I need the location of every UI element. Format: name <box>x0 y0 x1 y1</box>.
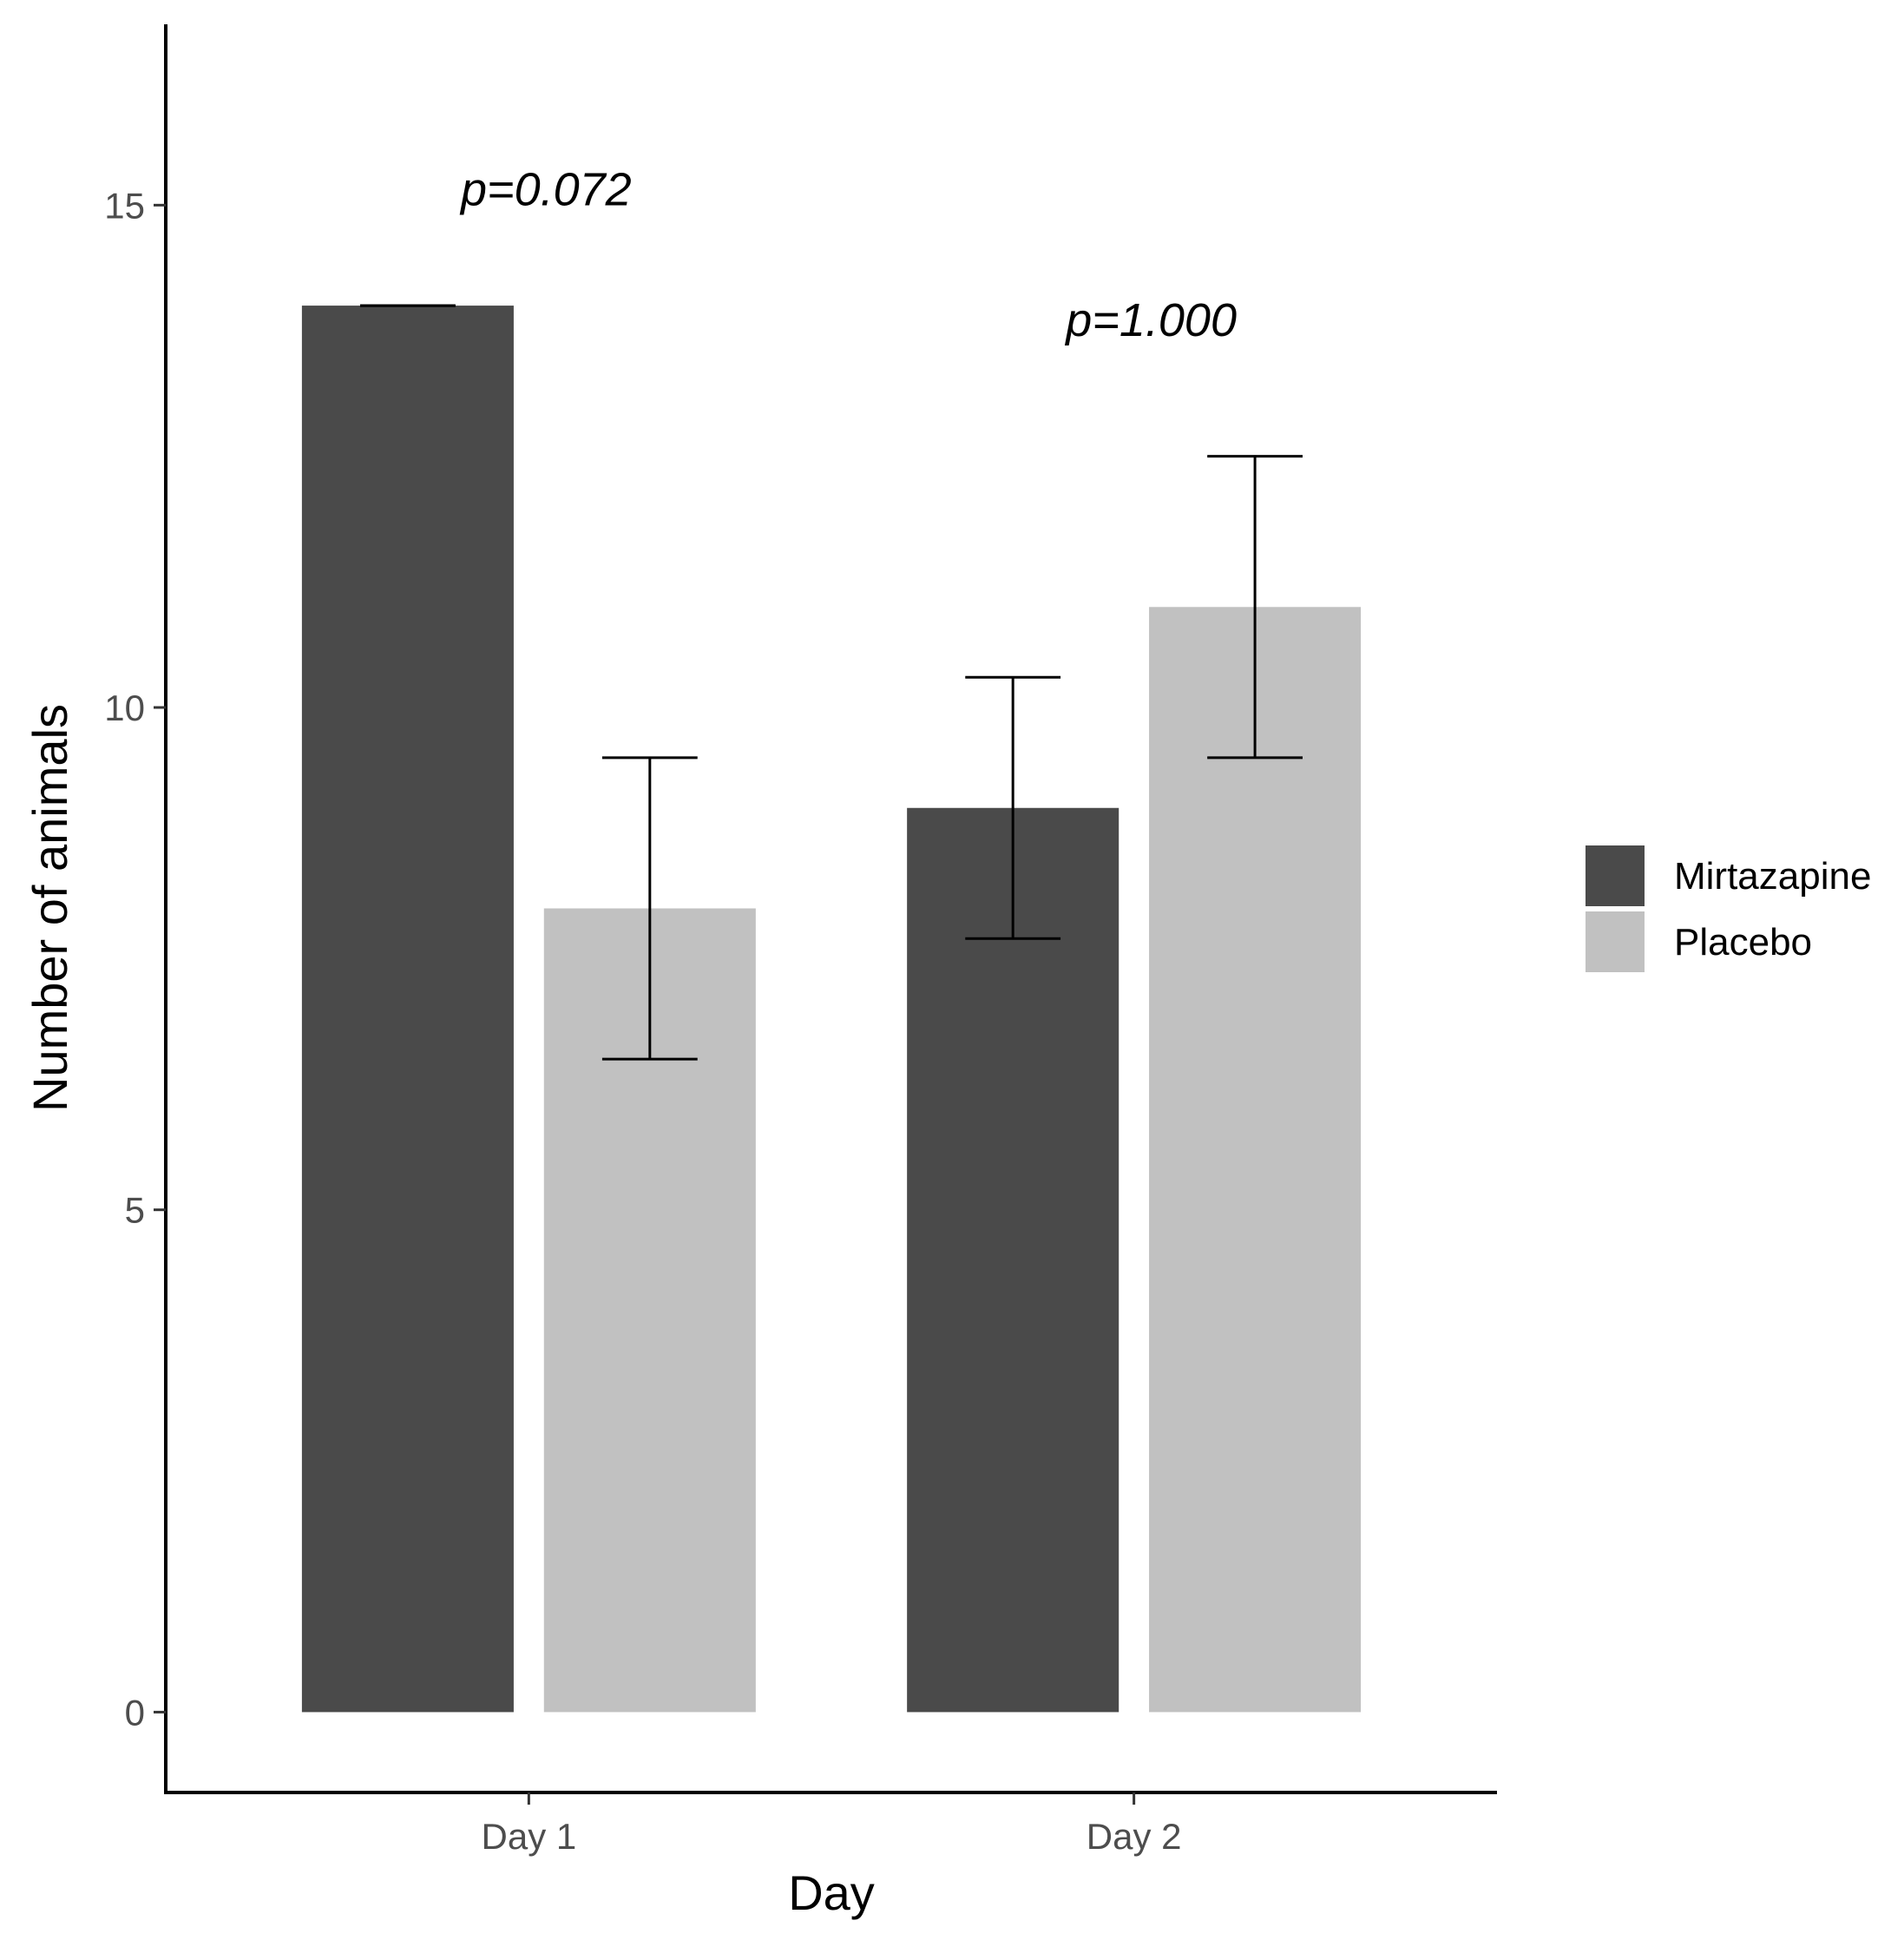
x-axis-ticks: Day 1 Day 2 <box>482 1792 1182 1857</box>
legend-key-mirtazapine <box>1586 845 1645 906</box>
annotations: p=0.072 p=1.000 <box>459 163 1237 345</box>
y-axis-title: Number of animals <box>23 704 77 1112</box>
bar-placebo <box>1149 607 1362 1713</box>
y-tick-label: 5 <box>125 1190 145 1231</box>
y-tick-label: 10 <box>104 687 145 728</box>
p-value-label: p=0.072 <box>459 163 632 215</box>
legend-label-mirtazapine: Mirtazapine <box>1674 855 1871 898</box>
y-axis-ticks: 0 5 10 15 <box>104 185 166 1733</box>
legend-key-placebo <box>1586 911 1645 972</box>
x-tick-label: Day 2 <box>1087 1816 1182 1857</box>
x-tick-label: Day 1 <box>482 1816 577 1857</box>
error-bars <box>359 304 1303 1061</box>
y-tick-label: 0 <box>125 1692 145 1733</box>
x-axis-title: Day <box>788 1865 875 1920</box>
bar-mirtazapine <box>907 807 1119 1713</box>
bar-mirtazapine <box>301 306 514 1713</box>
legend-label-placebo: Placebo <box>1674 921 1812 964</box>
p-value-label: p=1.000 <box>1064 294 1237 346</box>
legend: Mirtazapine Placebo <box>1586 845 1871 972</box>
y-tick-label: 15 <box>104 185 145 226</box>
bars <box>301 306 1362 1713</box>
